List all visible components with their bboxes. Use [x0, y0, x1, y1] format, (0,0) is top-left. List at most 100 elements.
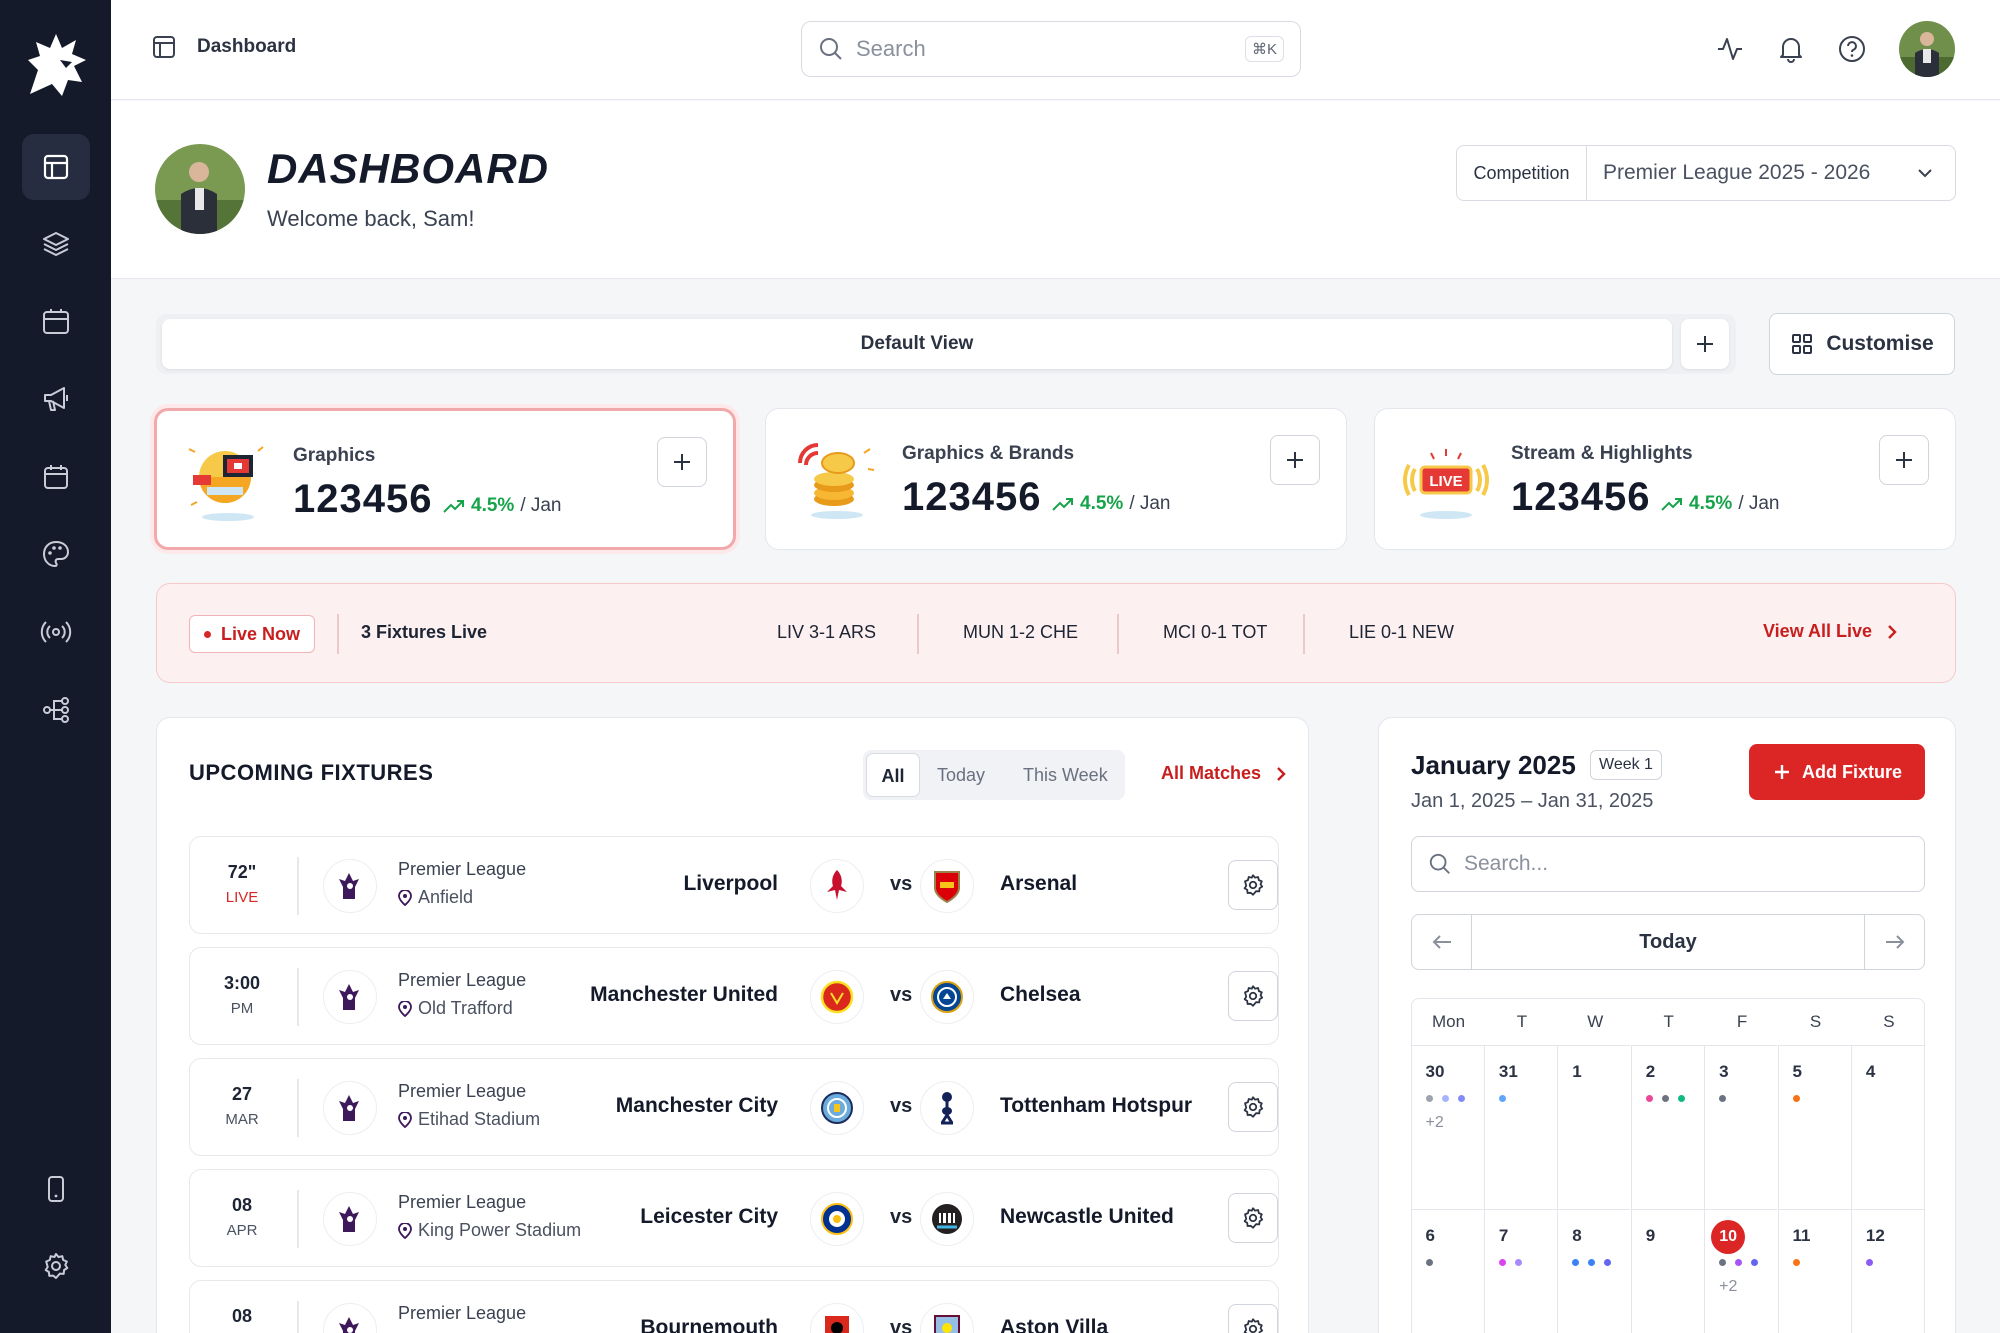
calendar-day[interactable]: 4	[1850, 1045, 1924, 1209]
bournemouth-crest-icon	[810, 1303, 864, 1333]
help-icon[interactable]	[1837, 34, 1867, 64]
breadcrumb-label[interactable]: Dashboard	[197, 36, 297, 57]
fixture-row[interactable]: 72" LIVE Premier League Anfield Liverpoo…	[189, 836, 1279, 934]
today-button[interactable]: Today	[1639, 931, 1697, 953]
away-team: Aston Villa	[1000, 1316, 1109, 1333]
more-events[interactable]: +2	[1719, 1278, 1738, 1295]
nav-dashboard[interactable]	[22, 134, 90, 200]
nav-settings[interactable]	[22, 1233, 90, 1299]
stat-value: 123456	[1511, 475, 1651, 519]
calendar-search-input[interactable]: Search...	[1464, 852, 1549, 875]
event-dots	[1425, 1259, 1433, 1266]
live-score[interactable]: LIV 3-1 ARS	[777, 622, 877, 642]
coins-illustration-icon	[798, 443, 875, 519]
fixture-settings-button[interactable]	[1228, 1193, 1278, 1243]
calendar-day[interactable]: 30 +2	[1412, 1045, 1484, 1209]
user-avatar[interactable]	[1899, 21, 1955, 77]
page-header: DASHBOARD Welcome back, Sam! Competition…	[111, 101, 2000, 279]
calendar-day[interactable]: 7	[1483, 1209, 1557, 1333]
nav-design[interactable]	[22, 521, 90, 587]
live-dot-icon	[204, 630, 211, 638]
calendar-day[interactable]: 5	[1777, 1045, 1851, 1209]
nav-broadcast[interactable]	[22, 599, 90, 665]
tab-default-view[interactable]: Default View	[162, 319, 1672, 369]
nav-calendar[interactable]	[22, 444, 90, 510]
trend-up-icon	[1052, 498, 1073, 511]
chevron-down-icon[interactable]	[1915, 163, 1935, 183]
manchester-city-crest-icon	[810, 1081, 864, 1135]
location-pin-icon	[398, 1111, 412, 1128]
away-team: Newcastle United	[1000, 1205, 1174, 1228]
calendar-day[interactable]: 1	[1557, 1045, 1631, 1209]
event-dot	[1792, 1259, 1800, 1266]
event-dot	[1645, 1095, 1653, 1102]
competition-value[interactable]: Premier League 2025 - 2026	[1603, 161, 1871, 184]
chevron-right-icon	[1277, 766, 1286, 781]
nav-window[interactable]	[22, 289, 90, 355]
calendar-day[interactable]: 11	[1777, 1209, 1851, 1333]
filter-this-week[interactable]: This Week	[1023, 765, 1108, 785]
calendar-day[interactable]: 31	[1483, 1045, 1557, 1209]
live-score[interactable]: MUN 1-2 CHE	[963, 622, 1079, 642]
live-score[interactable]: LIE 0-1 NEW	[1349, 622, 1455, 642]
fixture-settings-button[interactable]	[1228, 860, 1278, 910]
customise-label: Customise	[1826, 332, 1934, 355]
event-dot	[1751, 1259, 1759, 1266]
calendar-day[interactable]: 9	[1630, 1209, 1704, 1333]
nav-mobile[interactable]	[22, 1156, 90, 1222]
calendar-day[interactable]: 6	[1412, 1209, 1484, 1333]
calendar-day[interactable]: 3	[1704, 1045, 1778, 1209]
live-score[interactable]: MCI 0-1 TOT	[1163, 622, 1268, 642]
fixture-settings-button[interactable]	[1228, 1082, 1278, 1132]
event-dot	[1865, 1259, 1873, 1266]
settings-icon	[44, 1253, 69, 1279]
calendar-day[interactable]: 12	[1850, 1209, 1924, 1333]
day-number: 3	[1719, 1062, 1729, 1081]
search-input[interactable]: Search	[856, 36, 926, 61]
all-matches-link[interactable]: All Matches	[1161, 763, 1287, 784]
fixture-row[interactable]: 08 APR Premier League King Power Stadium…	[189, 1169, 1279, 1267]
lion-logo-icon[interactable]	[22, 30, 90, 102]
settings-icon	[1243, 874, 1264, 896]
event-dot	[1425, 1095, 1433, 1102]
activity-icon[interactable]	[1715, 34, 1745, 64]
view-all-live-link[interactable]: View All Live	[1763, 621, 1898, 642]
nav-campaigns[interactable]	[22, 366, 90, 432]
calendar-day[interactable]: 2	[1630, 1045, 1704, 1209]
calendar-day[interactable]: 10 +2	[1704, 1209, 1778, 1333]
bell-icon[interactable]	[1776, 34, 1806, 64]
search-icon	[820, 38, 842, 60]
add-fixture-button[interactable]: Add Fixture	[1749, 744, 1925, 800]
profile-avatar	[155, 144, 245, 234]
fixture-row[interactable]: 27 MAR Premier League Etihad Stadium Man…	[189, 1058, 1279, 1156]
add-view-button[interactable]	[1681, 319, 1729, 369]
add-graphics-button[interactable]	[657, 437, 707, 487]
next-button[interactable]	[1864, 915, 1924, 969]
fixture-row[interactable]: 08 Premier League Bournemouth vs Aston V…	[189, 1280, 1279, 1333]
previous-button[interactable]	[1412, 915, 1472, 969]
calendar-day[interactable]: 8	[1557, 1209, 1631, 1333]
stat-card-stream-highlights[interactable]: LIVE Stream & Highlights 123456 4.5% / J…	[1374, 408, 1956, 550]
nav-layers[interactable]	[22, 211, 90, 277]
filter-all[interactable]: All	[866, 753, 920, 797]
add-stream-button[interactable]	[1879, 435, 1929, 485]
stat-card-graphics[interactable]: Graphics 123456 4.5% / Jan	[154, 408, 736, 550]
settings-icon	[1243, 1096, 1264, 1118]
event-dot	[1514, 1259, 1522, 1266]
fixture-settings-button[interactable]	[1228, 971, 1278, 1021]
home-team: Leicester City	[640, 1205, 778, 1228]
fixture-row[interactable]: 3:00 PM Premier League Old Trafford Manc…	[189, 947, 1279, 1045]
competition-select[interactable]: Competition Premier League 2025 - 2026	[1456, 145, 1956, 201]
customise-button[interactable]: Customise	[1769, 313, 1955, 375]
arsenal-crest-icon	[920, 859, 974, 913]
nav-integrations[interactable]	[22, 677, 90, 743]
stat-trend: 4.5% / Jan	[443, 495, 562, 517]
stat-card-graphics-brands[interactable]: Graphics & Brands 123456 4.5% / Jan	[765, 408, 1347, 550]
more-events[interactable]: +2	[1425, 1114, 1444, 1131]
event-dot	[1719, 1259, 1727, 1266]
add-graphics-brands-button[interactable]	[1270, 435, 1320, 485]
filter-today[interactable]: Today	[937, 765, 986, 785]
calendar-search[interactable]: Search...	[1411, 836, 1925, 892]
fixture-settings-button[interactable]	[1228, 1304, 1278, 1333]
global-search[interactable]: Search ⌘K	[801, 21, 1301, 77]
